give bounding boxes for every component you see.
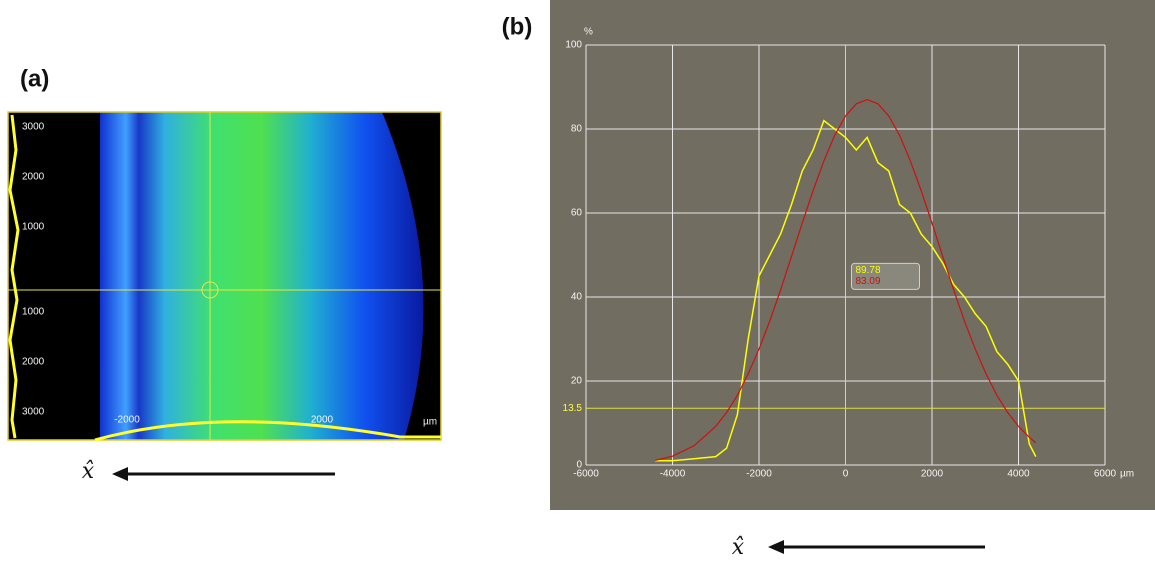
x-unit-label: µm (1120, 469, 1134, 480)
tick-label: 3000 (22, 122, 45, 133)
beam-image (100, 112, 424, 440)
chart-bg (550, 0, 1155, 510)
readout-box (851, 262, 920, 290)
x-tick-label: 4000 (1007, 469, 1030, 480)
tick-label: -2000 (114, 415, 140, 426)
x-tick-label: -6000 (573, 469, 599, 480)
x-tick-label: -2000 (746, 469, 772, 480)
y-axis-label: % (584, 27, 593, 38)
x-tick-label: 2000 (921, 469, 944, 480)
y-tick-label: 0 (576, 460, 582, 471)
y-tick-label: 60 (571, 208, 583, 219)
threshold-label: 13.5 (563, 403, 583, 414)
series-line (655, 98, 1037, 461)
y-tick-label: 20 (571, 376, 583, 387)
image-frame (7, 111, 442, 441)
crosshair-ring (201, 281, 219, 299)
readout-value: 89.78 (856, 265, 881, 276)
y-tick-label: 40 (571, 292, 583, 303)
tick-label: 3000 (22, 407, 45, 418)
panel-label: (a) (20, 65, 49, 92)
tick-label: 1000 (22, 307, 45, 318)
unit-label: µm (423, 417, 437, 428)
x-tick-label: 0 (843, 469, 849, 480)
tick-label: 2000 (22, 357, 45, 368)
x-tick-label: 6000 (1094, 469, 1117, 480)
tick-label: 1000 (22, 222, 45, 233)
arrow-head (112, 467, 128, 481)
y-tick-label: 80 (571, 124, 583, 135)
tick-label: 2000 (22, 172, 45, 183)
readout-value: 83.09 (856, 276, 881, 287)
y-tick-label: 100 (565, 40, 582, 51)
axis-symbol: x̂ (732, 535, 745, 560)
panel-label: (b) (502, 13, 533, 40)
profile-trace (8, 114, 20, 439)
tick-label: 2000 (311, 415, 334, 426)
x-tick-label: -4000 (660, 469, 686, 480)
profile-trace (94, 420, 441, 442)
series-line (655, 119, 1037, 462)
arrow-head (768, 540, 784, 554)
axis-symbol: x̂ (82, 459, 95, 484)
